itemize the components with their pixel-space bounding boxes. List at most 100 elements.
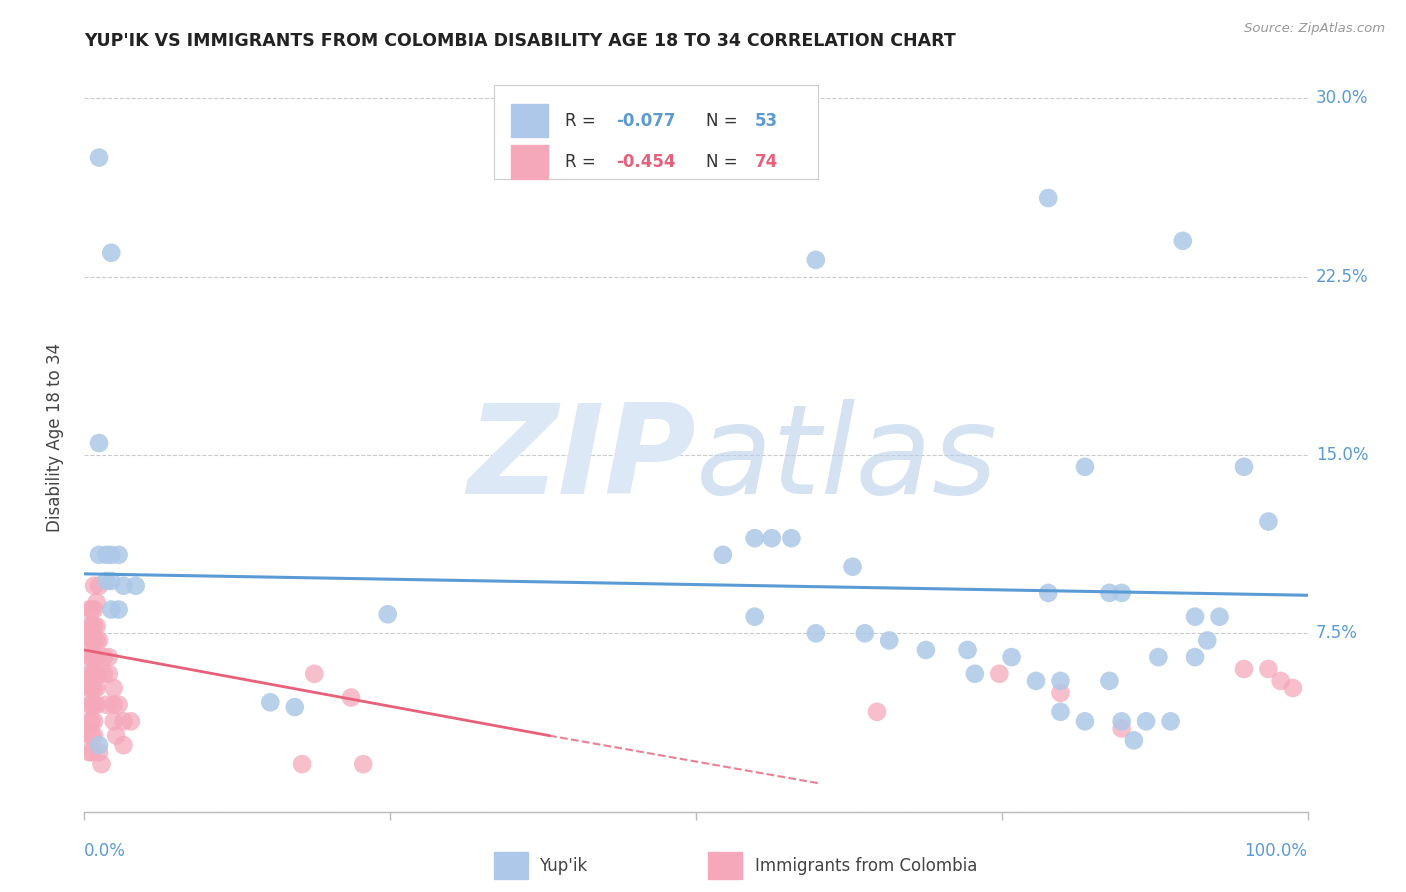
Point: [804, 252, 827, 267]
Point: [1257, 662, 1279, 676]
Point: [780, 531, 803, 545]
Text: N =: N =: [706, 112, 742, 129]
Point: [86, 698, 108, 712]
Point: [125, 579, 148, 593]
Text: ZIP: ZIP: [467, 399, 696, 520]
Point: [1074, 714, 1097, 729]
Point: [103, 698, 125, 712]
Bar: [709, 852, 742, 880]
Point: [87, 436, 110, 450]
Point: [877, 633, 900, 648]
Point: [83, 619, 105, 633]
Point: [1233, 459, 1256, 474]
Point: [107, 698, 129, 712]
Point: [1025, 673, 1047, 688]
Point: [853, 626, 876, 640]
Point: [1049, 705, 1071, 719]
Point: [107, 548, 129, 562]
Text: 30.0%: 30.0%: [1316, 89, 1368, 107]
Text: -0.077: -0.077: [616, 112, 676, 129]
Point: [1184, 609, 1206, 624]
Point: [83, 698, 105, 712]
Point: [87, 548, 110, 562]
Point: [1257, 515, 1279, 529]
Point: [744, 531, 766, 545]
Text: 100.0%: 100.0%: [1244, 842, 1308, 860]
Point: [1208, 609, 1230, 624]
Point: [77, 681, 100, 695]
Point: [77, 729, 100, 743]
Point: [112, 714, 135, 729]
Point: [1184, 650, 1206, 665]
Point: [77, 714, 100, 729]
Text: -0.454: -0.454: [616, 153, 676, 170]
Point: [80, 698, 103, 712]
Point: [80, 602, 103, 616]
Point: [804, 626, 827, 640]
Point: [988, 666, 1011, 681]
Point: [90, 757, 112, 772]
Point: [1049, 686, 1071, 700]
Point: [83, 729, 105, 743]
Point: [1233, 662, 1256, 676]
Bar: [512, 145, 548, 178]
Point: [1000, 650, 1022, 665]
Point: [711, 548, 734, 562]
Y-axis label: Disability Age 18 to 34: Disability Age 18 to 34: [45, 343, 63, 532]
Point: [112, 579, 135, 593]
Point: [100, 245, 122, 260]
Point: [83, 681, 105, 695]
Text: Immigrants from Colombia: Immigrants from Colombia: [755, 856, 977, 875]
Point: [1049, 673, 1071, 688]
Point: [1282, 681, 1305, 695]
Point: [1098, 586, 1121, 600]
Point: [86, 681, 108, 695]
Point: [866, 705, 889, 719]
Point: [1038, 191, 1060, 205]
Point: [87, 738, 110, 752]
Point: [291, 757, 314, 772]
Point: [77, 602, 100, 616]
Text: R =: R =: [565, 112, 602, 129]
Text: 7.5%: 7.5%: [1316, 624, 1358, 642]
Point: [100, 548, 122, 562]
Point: [77, 650, 100, 665]
Point: [80, 714, 103, 729]
Text: atlas: atlas: [696, 399, 998, 520]
Point: [1270, 673, 1292, 688]
Point: [83, 602, 105, 616]
Point: [80, 729, 103, 743]
Point: [1111, 722, 1133, 736]
Text: 15.0%: 15.0%: [1316, 446, 1368, 464]
Point: [80, 681, 103, 695]
Point: [87, 151, 110, 165]
Point: [1111, 586, 1133, 600]
Point: [352, 757, 374, 772]
Point: [87, 579, 110, 593]
Point: [1074, 459, 1097, 474]
Point: [77, 666, 100, 681]
Point: [103, 681, 125, 695]
Point: [97, 666, 120, 681]
Text: 74: 74: [755, 153, 778, 170]
Point: [86, 619, 108, 633]
Point: [1160, 714, 1182, 729]
Point: [304, 666, 326, 681]
Text: Source: ZipAtlas.com: Source: ZipAtlas.com: [1244, 22, 1385, 36]
Point: [86, 633, 108, 648]
Point: [80, 650, 103, 665]
Text: R =: R =: [565, 153, 602, 170]
Text: YUP'IK VS IMMIGRANTS FROM COLOMBIA DISABILITY AGE 18 TO 34 CORRELATION CHART: YUP'IK VS IMMIGRANTS FROM COLOMBIA DISAB…: [84, 32, 956, 50]
Point: [77, 698, 100, 712]
Point: [83, 666, 105, 681]
Text: 53: 53: [755, 112, 778, 129]
Point: [120, 714, 142, 729]
Point: [77, 745, 100, 759]
Point: [956, 643, 979, 657]
Point: [1171, 234, 1194, 248]
Point: [83, 650, 105, 665]
Point: [83, 579, 105, 593]
Point: [1038, 586, 1060, 600]
Point: [87, 633, 110, 648]
Point: [80, 745, 103, 759]
